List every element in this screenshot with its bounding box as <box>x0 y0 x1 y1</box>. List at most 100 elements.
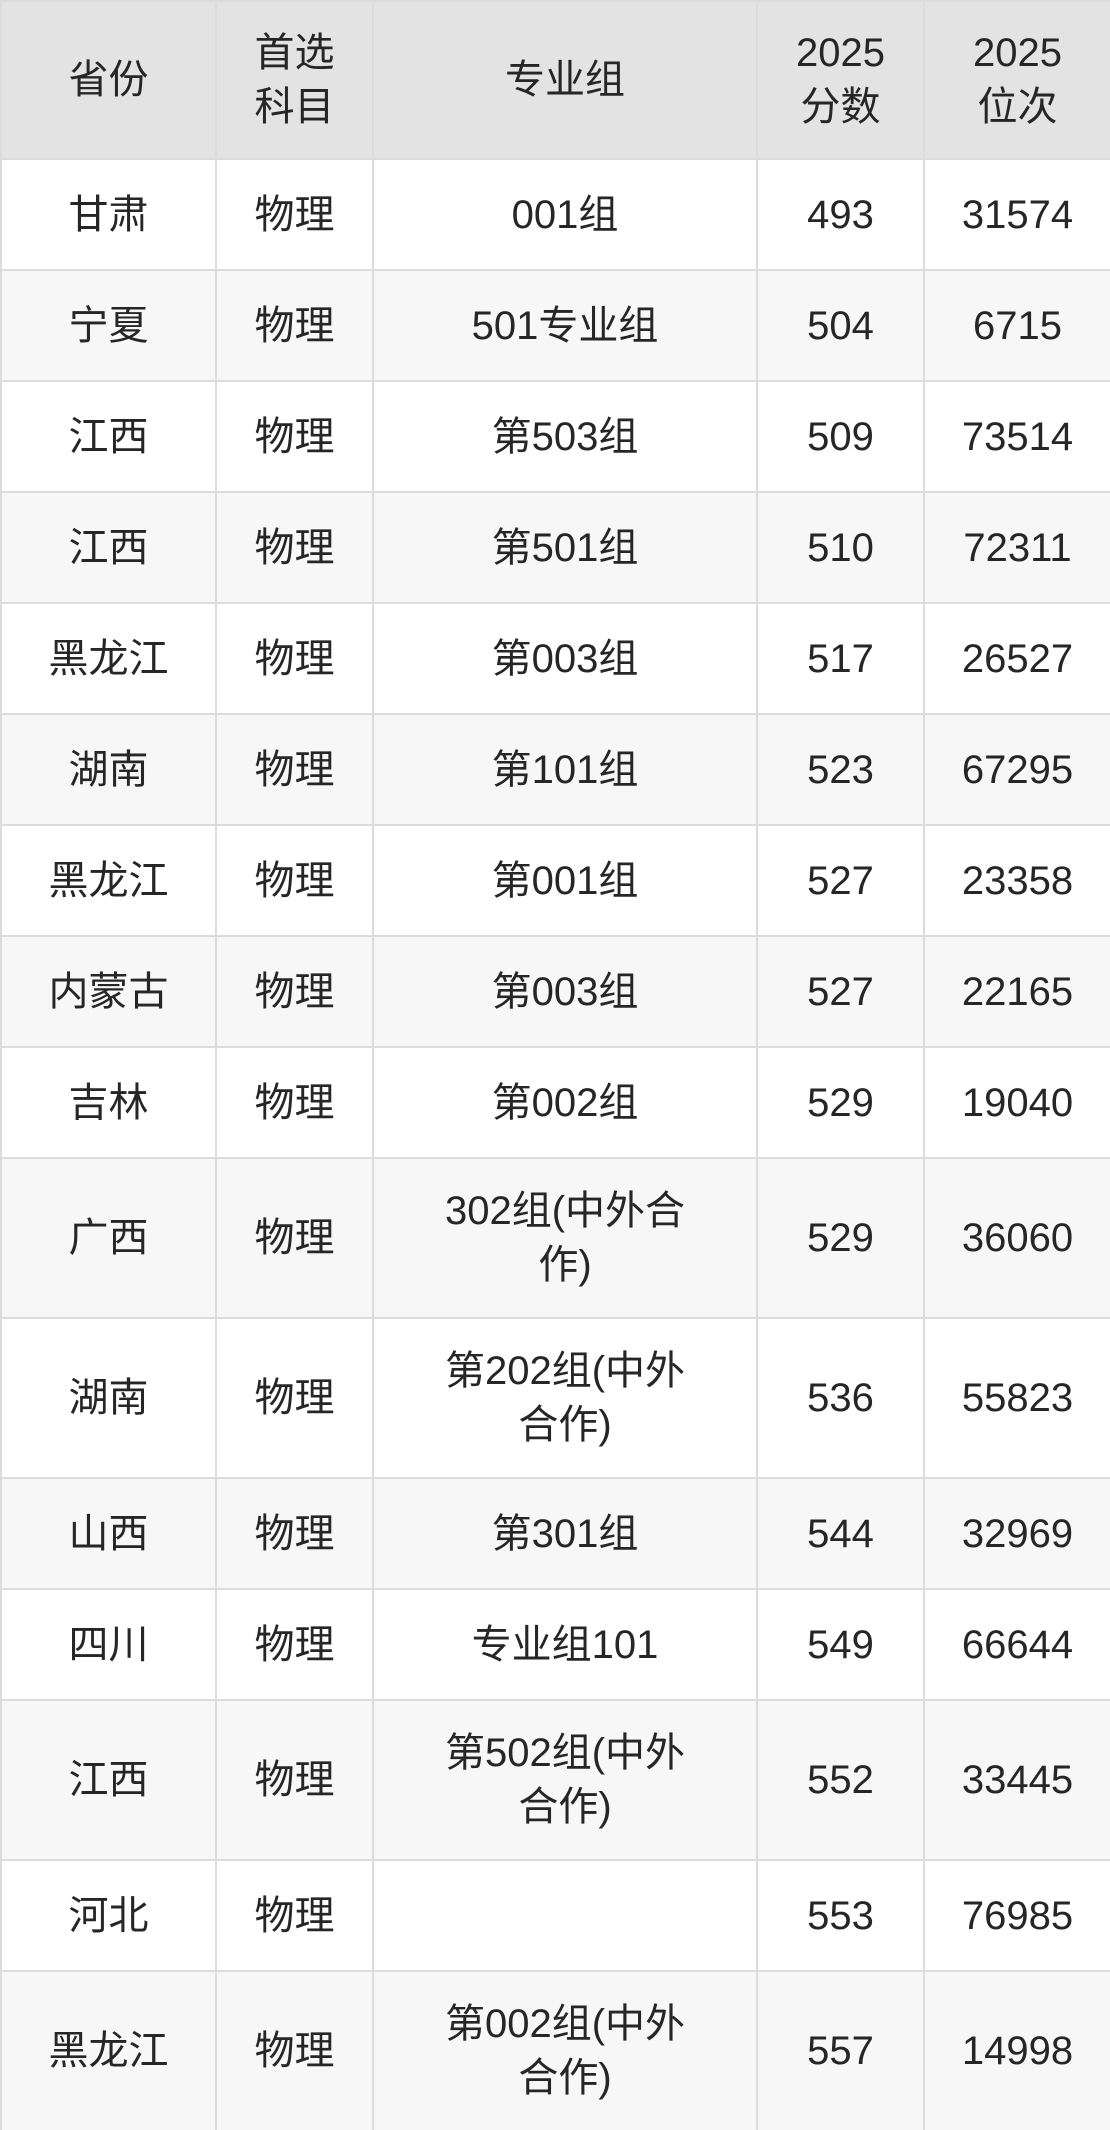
cell-score: 509 <box>756 380 925 493</box>
cell-province: 内蒙古 <box>0 935 217 1048</box>
cell-subject: 物理 <box>215 491 374 604</box>
cell-rank: 33445 <box>923 1699 1110 1861</box>
cell-group: 302组(中外合 作) <box>372 1157 758 1319</box>
cell-province: 广西 <box>0 1157 217 1319</box>
table-row: 湖南 物理 第101组 523 67295 <box>0 713 1110 826</box>
table-row: 黑龙江 物理 第002组(中外 合作) 557 14998 <box>0 1970 1110 2130</box>
cell-subject: 物理 <box>215 1699 374 1861</box>
cell-score: 536 <box>756 1317 925 1479</box>
cell-subject: 物理 <box>215 824 374 937</box>
cell-province: 四川 <box>0 1588 217 1701</box>
cell-score: 529 <box>756 1157 925 1319</box>
cell-score: 527 <box>756 824 925 937</box>
cell-group: 第503组 <box>372 380 758 493</box>
cell-score: 510 <box>756 491 925 604</box>
cell-subject: 物理 <box>215 1588 374 1701</box>
table-row: 湖南 物理 第202组(中外 合作) 536 55823 <box>0 1317 1110 1479</box>
cell-rank: 19040 <box>923 1046 1110 1159</box>
cell-rank: 31574 <box>923 158 1110 271</box>
table-row: 河北 物理 553 76985 <box>0 1859 1110 1972</box>
cell-group: 第002组 <box>372 1046 758 1159</box>
header-cell-score: 2025 分数 <box>756 0 925 160</box>
cell-group: 第003组 <box>372 935 758 1048</box>
cell-subject: 物理 <box>215 602 374 715</box>
cell-rank: 67295 <box>923 713 1110 826</box>
table-row: 内蒙古 物理 第003组 527 22165 <box>0 935 1110 1048</box>
cell-group: 第101组 <box>372 713 758 826</box>
cell-subject: 物理 <box>215 1157 374 1319</box>
cell-province: 湖南 <box>0 713 217 826</box>
header-cell-subject: 首选 科目 <box>215 0 374 160</box>
cell-score: 517 <box>756 602 925 715</box>
cell-subject: 物理 <box>215 1477 374 1590</box>
table-row: 黑龙江 物理 第001组 527 23358 <box>0 824 1110 937</box>
cell-subject: 物理 <box>215 713 374 826</box>
cell-rank: 72311 <box>923 491 1110 604</box>
cell-rank: 76985 <box>923 1859 1110 1972</box>
header-cell-province: 省份 <box>0 0 217 160</box>
cell-province: 江西 <box>0 491 217 604</box>
cell-subject: 物理 <box>215 935 374 1048</box>
cell-province: 黑龙江 <box>0 602 217 715</box>
cell-rank: 55823 <box>923 1317 1110 1479</box>
cell-score: 552 <box>756 1699 925 1861</box>
table-row: 甘肃 物理 001组 493 31574 <box>0 158 1110 271</box>
cell-rank: 14998 <box>923 1970 1110 2130</box>
table-row: 四川 物理 专业组101 549 66644 <box>0 1588 1110 1701</box>
cell-group: 第301组 <box>372 1477 758 1590</box>
cell-province: 湖南 <box>0 1317 217 1479</box>
cell-group: 001组 <box>372 158 758 271</box>
cell-score: 493 <box>756 158 925 271</box>
cell-score: 504 <box>756 269 925 382</box>
table-row: 吉林 物理 第002组 529 19040 <box>0 1046 1110 1159</box>
cell-subject: 物理 <box>215 158 374 271</box>
cell-province: 江西 <box>0 380 217 493</box>
cell-province: 江西 <box>0 1699 217 1861</box>
cell-rank: 36060 <box>923 1157 1110 1319</box>
cell-group <box>372 1859 758 1972</box>
cell-score: 549 <box>756 1588 925 1701</box>
cell-rank: 26527 <box>923 602 1110 715</box>
cell-score: 523 <box>756 713 925 826</box>
cell-rank: 66644 <box>923 1588 1110 1701</box>
cell-province: 宁夏 <box>0 269 217 382</box>
cell-subject: 物理 <box>215 1970 374 2130</box>
cell-group: 第002组(中外 合作) <box>372 1970 758 2130</box>
cell-subject: 物理 <box>215 1317 374 1479</box>
cell-subject: 物理 <box>215 1859 374 1972</box>
cell-group: 第001组 <box>372 824 758 937</box>
cell-province: 河北 <box>0 1859 217 1972</box>
cell-rank: 6715 <box>923 269 1110 382</box>
cell-rank: 32969 <box>923 1477 1110 1590</box>
table-body: 甘肃 物理 001组 493 31574 宁夏 物理 501专业组 504 6715 江西 物理 第50… <box>0 158 1110 2130</box>
cell-province: 甘肃 <box>0 158 217 271</box>
table-row: 山西 物理 第301组 544 32969 <box>0 1477 1110 1590</box>
cell-province: 黑龙江 <box>0 1970 217 2130</box>
cell-subject: 物理 <box>215 1046 374 1159</box>
table-row: 广西 物理 302组(中外合 作) 529 36060 <box>0 1157 1110 1319</box>
table-row: 江西 物理 第501组 510 72311 <box>0 491 1110 604</box>
cell-score: 557 <box>756 1970 925 2130</box>
table-row: 黑龙江 物理 第003组 517 26527 <box>0 602 1110 715</box>
cell-group: 第202组(中外 合作) <box>372 1317 758 1479</box>
cell-subject: 物理 <box>215 380 374 493</box>
cell-group: 第502组(中外 合作) <box>372 1699 758 1861</box>
cell-score: 527 <box>756 935 925 1048</box>
cell-group: 第501组 <box>372 491 758 604</box>
table-row: 江西 物理 第503组 509 73514 <box>0 380 1110 493</box>
cell-province: 山西 <box>0 1477 217 1590</box>
cell-score: 544 <box>756 1477 925 1590</box>
cell-rank: 22165 <box>923 935 1110 1048</box>
cell-subject: 物理 <box>215 269 374 382</box>
cell-rank: 23358 <box>923 824 1110 937</box>
header-cell-group: 专业组 <box>372 0 758 160</box>
cell-group: 专业组101 <box>372 1588 758 1701</box>
table-row: 宁夏 物理 501专业组 504 6715 <box>0 269 1110 382</box>
cell-rank: 73514 <box>923 380 1110 493</box>
cell-group: 501专业组 <box>372 269 758 382</box>
cell-score: 553 <box>756 1859 925 1972</box>
cell-group: 第003组 <box>372 602 758 715</box>
header-cell-rank: 2025 位次 <box>923 0 1110 160</box>
